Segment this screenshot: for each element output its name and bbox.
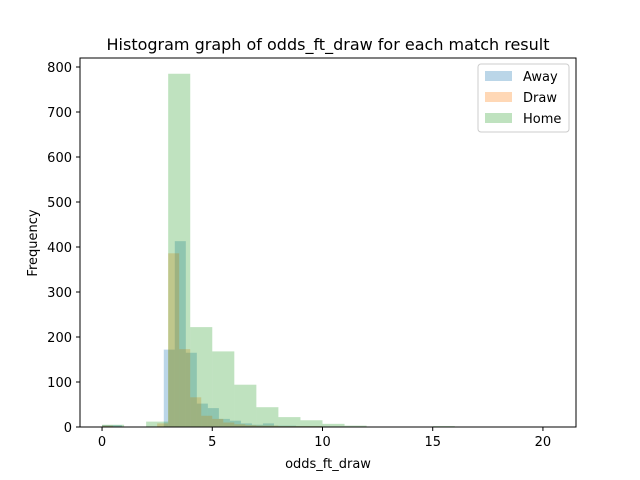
bar-away: [185, 352, 197, 427]
y-tick-label: 0: [64, 421, 72, 436]
legend-label-home: Home: [523, 112, 561, 127]
bar-draw: [102, 425, 114, 427]
x-axis-label: odds_ft_draw: [285, 457, 371, 472]
bar-draw: [234, 424, 246, 427]
bar-home: [322, 423, 345, 427]
bar-draw: [223, 422, 235, 427]
y-tick-label: 500: [47, 196, 72, 211]
series-draw: [102, 253, 323, 427]
bar-away: [251, 424, 263, 427]
histogram-bars: [102, 73, 565, 427]
bar-away: [196, 403, 208, 427]
chart-title: Histogram graph of odds_ft_draw for each…: [107, 35, 550, 55]
y-tick-label: 400: [47, 241, 72, 256]
bar-draw: [212, 418, 224, 427]
y-tick-label: 300: [47, 286, 72, 301]
series-home: [102, 73, 565, 427]
y-tick-label: 700: [47, 106, 72, 121]
bar-home: [168, 73, 191, 427]
legend-swatch-home: [485, 113, 512, 123]
bar-away: [174, 241, 186, 427]
bar-home: [344, 425, 367, 427]
legend-box: [477, 63, 570, 133]
y-tick-label: 100: [47, 376, 72, 391]
legend-label-away: Away: [523, 70, 558, 85]
bar-draw: [190, 397, 202, 427]
bar-draw: [168, 253, 180, 427]
legend-swatch-draw: [485, 92, 512, 102]
bar-home: [146, 421, 169, 427]
bar-draw: [245, 425, 257, 427]
bar-away: [240, 423, 252, 427]
legend: Away Draw Home: [477, 63, 570, 133]
y-tick-label: 800: [47, 61, 72, 76]
bar-away: [207, 408, 219, 427]
bar-away: [163, 349, 175, 427]
bar-away: [218, 418, 230, 427]
y-tick-label: 200: [47, 331, 72, 346]
bar-home: [102, 424, 125, 427]
legend-label-draw: Draw: [523, 91, 557, 106]
legend-swatch-away: [485, 71, 512, 81]
bar-home: [278, 417, 301, 427]
x-tick-label: 10: [314, 435, 331, 450]
bar-draw: [201, 415, 213, 427]
bar-away: [262, 423, 274, 427]
bar-away: [273, 425, 297, 427]
bar-home: [300, 420, 323, 427]
bar-home: [190, 327, 213, 427]
axes-frame: [79, 57, 577, 428]
bar-home: [212, 351, 235, 427]
bar-draw: [179, 349, 191, 427]
bar-home: [234, 384, 257, 427]
x-tick-label: 15: [424, 435, 441, 450]
bar-draw: [256, 425, 279, 427]
bar-home: [256, 407, 279, 427]
x-tick-label: 0: [98, 435, 106, 450]
bar-draw: [157, 423, 169, 427]
x-tick-label: 5: [208, 435, 216, 450]
y-tick-label: 600: [47, 151, 72, 166]
bar-away: [229, 420, 241, 427]
bar-away: [102, 425, 122, 427]
x-tick-label: 20: [535, 435, 552, 450]
y-axis-label: Frequency: [26, 209, 41, 276]
